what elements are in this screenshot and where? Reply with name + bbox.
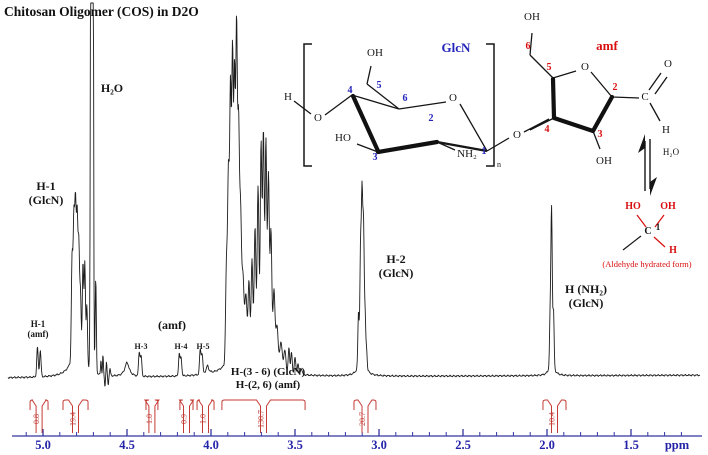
chemical-structure — [293, 32, 668, 251]
atom-h-aldehyde: H — [662, 124, 670, 136]
axis-tick-label: 2.5 — [455, 438, 471, 452]
atom-oh-amf-top: OH — [524, 11, 540, 23]
integral-value: 0.8 — [32, 414, 41, 424]
peak-label-nh2-glcn: H (NH₂) (GlcN) — [565, 282, 607, 310]
structure-bond-c1-c2 — [436, 140, 488, 153]
integral-bracket — [542, 399, 567, 433]
integral-value: 0.9 — [179, 414, 188, 424]
hydrated-h: H — [669, 245, 677, 256]
hydrated-pos-1: 1 — [655, 222, 661, 232]
integral-bracket — [221, 399, 306, 433]
atom-o-amf-ring: O — [581, 61, 589, 73]
hydrated-bond-methyl — [622, 235, 642, 251]
hydrated-oh: OH — [660, 201, 676, 212]
axis-tick-label: 3.5 — [287, 438, 303, 452]
peak-label-h1-glcn: H-1 (GlcN) — [28, 179, 64, 207]
equilibrium-arrowhead-down — [650, 177, 657, 196]
atom-o-left: O — [314, 112, 322, 124]
integral-value: 20.7 — [358, 412, 367, 426]
integral-value: 1.0 — [145, 414, 154, 424]
glcn-pos-2: 2 — [428, 113, 434, 124]
axis-tick-label: 3.0 — [371, 438, 387, 452]
spectrum-curve — [7, 2, 701, 387]
equilibrium-water-label: H₂O — [662, 147, 680, 157]
glcn-pos-6: 6 — [402, 93, 408, 104]
integral-bracket — [196, 399, 215, 433]
integral-value: 1.0 — [199, 414, 208, 424]
integral-marks: 0.8 19.4 1.0 0.9 1.0 130.7 20.7 10.4 — [29, 399, 567, 433]
amf-pos-3: 3 — [597, 129, 603, 140]
atom-o-glycosidic: O — [513, 129, 521, 141]
ring-label-amf: amf — [596, 38, 618, 53]
glcn-pos-4: 4 — [347, 85, 353, 96]
figure-title: Chitosan Oligomer (COS) in D2O — [4, 4, 199, 19]
atom-oh-glcn-top: OH — [367, 47, 383, 59]
axis-tick-label: 5.0 — [35, 438, 51, 452]
water-peak-label: H₂O — [100, 81, 124, 95]
polymer-brackets — [303, 43, 495, 167]
spectrum-trace — [7, 2, 701, 387]
peak-label-h1-amf: H-1 (amf) — [27, 319, 49, 340]
atom-ho-glcn: HO — [335, 132, 351, 144]
axis-tick-label: 2.0 — [539, 438, 555, 452]
glcn-pos-3: 3 — [372, 152, 378, 163]
integral-value: 10.4 — [547, 412, 556, 426]
integral-bracket — [178, 399, 195, 433]
atom-c-aldehyde: C — [641, 91, 649, 103]
amf-pos-4: 4 — [544, 124, 550, 135]
peak-label-h36-glcn: H-(3 - 6) (GlcN) H-(2, 6) (amf) — [230, 366, 306, 391]
hydrated-bonds-red — [636, 214, 666, 248]
axis-unit-label: ppm — [664, 438, 690, 452]
atom-o-glcn-ring: O — [449, 92, 457, 104]
peak-label-h3: H-3 — [134, 342, 148, 351]
atom-nh2-glcn: NH₂ — [457, 148, 477, 160]
hydrated-c: C — [644, 226, 652, 237]
hydrated-ho: HO — [625, 201, 641, 212]
bracket-subscript-n: n — [497, 160, 501, 169]
peak-label-amf-group: (amf) — [158, 318, 186, 332]
hydrated-caption: (Aldehyde hydrated form) — [602, 259, 692, 269]
structure-bold-bonds — [350, 76, 615, 155]
amf-pos-2: 2 — [612, 82, 618, 93]
equilibrium-arrows — [644, 139, 651, 191]
amf-pos-6: 6 — [525, 41, 531, 52]
amf-pos-5: 5 — [546, 62, 552, 73]
glcn-pos-5: 5 — [376, 80, 382, 91]
integral-bracket — [353, 399, 377, 433]
integral-value: 130.7 — [257, 410, 266, 428]
atom-h-left: H — [284, 91, 292, 103]
axis-tick-label: 1.5 — [623, 438, 639, 452]
peak-label-h5: H-5 — [196, 342, 210, 351]
atom-o-aldehyde: O — [664, 58, 672, 70]
integral-bracket — [29, 399, 49, 433]
axis-tick-label: 4.0 — [203, 438, 219, 452]
axis-tick-label: 4.5 — [119, 438, 135, 452]
glcn-pos-1: 1 — [481, 146, 487, 157]
equilibrium-arrowhead-up — [638, 134, 645, 153]
ring-label-glcn: GlcN — [441, 40, 471, 55]
peak-label-h4: H-4 — [174, 342, 188, 351]
integral-bracket — [62, 399, 89, 433]
peak-label-h2-glcn: H-2 (GlcN) — [378, 252, 414, 280]
integral-bracket — [143, 399, 160, 433]
integral-value: 19.4 — [69, 412, 78, 426]
atom-oh-amf-bottom: OH — [596, 155, 612, 167]
structure-bonds — [293, 32, 668, 153]
